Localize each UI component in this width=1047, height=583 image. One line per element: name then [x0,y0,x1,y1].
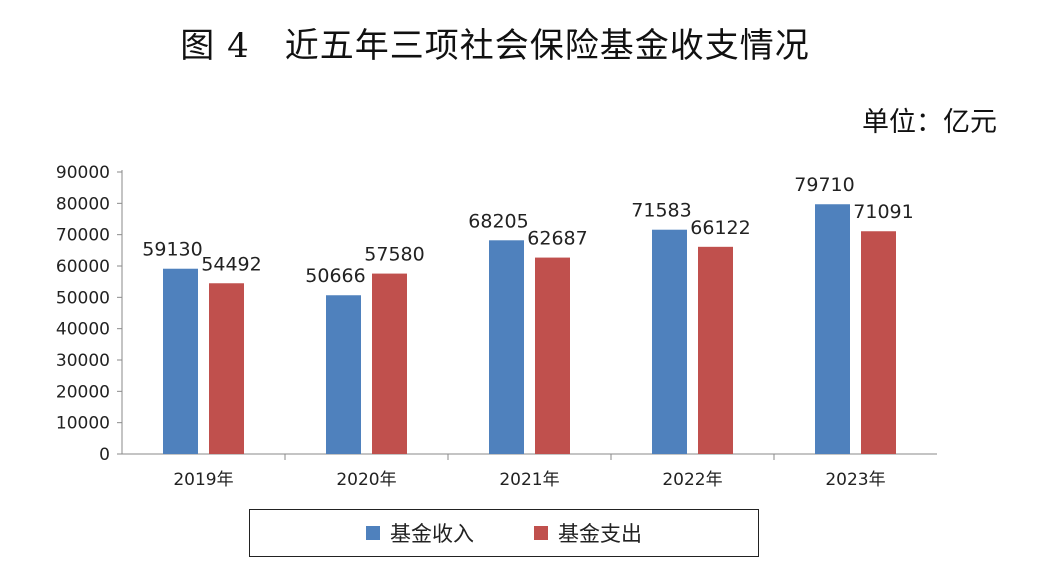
x-tick-label: 2023年 [825,470,885,490]
bar-income-2020年 [326,295,361,454]
bar-expense-2020年 [372,273,407,454]
data-label-expense: 54492 [201,253,261,275]
legend-item-income: 基金收入 [366,518,474,548]
legend-swatch-income [366,526,380,540]
x-tick-label: 2019年 [173,470,233,490]
bar-income-2022年 [652,229,687,454]
bar-expense-2021年 [535,257,570,454]
y-tick-label: 40000 [56,320,110,340]
legend-label-income: 基金收入 [390,522,474,546]
legend-item-expense: 基金支出 [534,518,642,548]
bar-income-2023年 [815,204,850,454]
data-label-income: 71583 [631,200,691,222]
data-label-expense: 57580 [364,244,424,266]
y-tick-label: 60000 [56,257,110,277]
data-label-expense: 71091 [853,201,913,223]
data-label-expense: 62687 [527,228,587,250]
legend: 基金收入 基金支出 [249,509,759,557]
y-tick-label: 90000 [56,163,110,183]
y-tick-label: 0 [99,445,110,465]
x-tick-label: 2020年 [336,470,396,490]
data-label-income: 59130 [142,239,202,261]
bar-expense-2023年 [861,231,896,454]
unit-label: 单位：亿元 [862,107,997,138]
legend-label-expense: 基金支出 [558,522,642,546]
y-tick-label: 70000 [56,226,110,246]
data-label-income: 50666 [305,265,365,287]
data-label-income: 68205 [468,210,528,232]
x-axis: 2019年 2020年 2021年 2022年 2023年 [122,453,937,490]
bar-income-2019年 [163,268,198,454]
y-tick-label: 30000 [56,351,110,371]
bar-income-2021年 [489,240,524,454]
x-tick-label: 2022年 [662,470,722,490]
y-tick-label: 10000 [56,414,110,434]
bar-expense-2022年 [698,246,733,454]
y-tick-label: 20000 [56,382,110,402]
chart-title: 图 4 近五年三项社会保险基金收支情况 [180,26,810,66]
legend-swatch-expense [534,526,548,540]
data-label-income: 79710 [794,174,854,196]
y-axis: 0 10000 20000 30000 40000 50000 60000 70000 8000… [56,163,123,465]
y-tick-label: 50000 [56,288,110,308]
data-label-expense: 66122 [690,217,750,239]
bar-expense-2019年 [209,283,244,454]
y-tick-label: 80000 [56,194,110,214]
x-tick-label: 2021年 [499,470,559,490]
bars [163,204,896,454]
